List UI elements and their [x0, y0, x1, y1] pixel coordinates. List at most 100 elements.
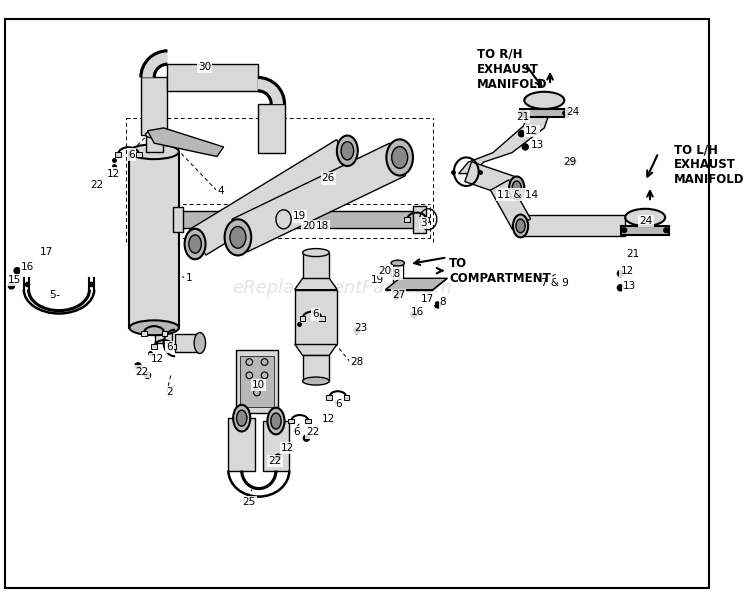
Ellipse shape [341, 141, 353, 160]
Ellipse shape [230, 226, 246, 248]
Bar [300, 316, 305, 320]
Circle shape [354, 328, 360, 334]
Ellipse shape [236, 410, 247, 426]
Text: 24: 24 [566, 107, 580, 117]
Bar [288, 419, 294, 424]
Bar [319, 316, 325, 320]
Text: eReplacementParts.com: eReplacementParts.com [232, 279, 452, 297]
Wedge shape [258, 78, 284, 104]
Text: 6: 6 [128, 149, 135, 160]
Bar [302, 253, 329, 278]
Ellipse shape [130, 320, 179, 335]
Text: 5: 5 [50, 290, 56, 300]
Text: TO L/H
EXHAUST
MANIFOLD: TO L/H EXHAUST MANIFOLD [674, 143, 744, 186]
Text: 30: 30 [198, 62, 211, 72]
Bar [424, 217, 429, 222]
Text: 13: 13 [531, 140, 544, 150]
Bar [170, 344, 176, 349]
Text: 6: 6 [312, 310, 319, 319]
Bar [116, 152, 121, 157]
Text: 21: 21 [516, 112, 529, 121]
Bar [162, 331, 167, 336]
Text: 26: 26 [322, 174, 335, 183]
Text: 27: 27 [392, 290, 405, 300]
Text: 8: 8 [440, 297, 446, 307]
Bar [141, 78, 167, 135]
Ellipse shape [509, 177, 524, 199]
Polygon shape [232, 143, 406, 252]
Text: 6: 6 [293, 427, 300, 438]
Text: TO
COMPARTMENT: TO COMPARTMENT [449, 257, 551, 285]
Text: TO R/H
EXHAUST
MANIFOLD: TO R/H EXHAUST MANIFOLD [477, 48, 548, 91]
Text: 4: 4 [217, 186, 223, 195]
Ellipse shape [184, 229, 206, 259]
Ellipse shape [194, 333, 206, 353]
Circle shape [8, 283, 14, 289]
Ellipse shape [302, 377, 329, 385]
Bar [179, 211, 417, 228]
Circle shape [570, 159, 576, 165]
Bar [167, 64, 258, 91]
Bar [621, 226, 669, 234]
Text: 12: 12 [620, 266, 634, 276]
Text: 12: 12 [525, 126, 538, 136]
Bar [404, 217, 410, 222]
Ellipse shape [233, 405, 250, 432]
Text: 7 & 9: 7 & 9 [541, 278, 568, 288]
Text: 19: 19 [371, 275, 385, 285]
Bar [130, 152, 179, 328]
Ellipse shape [146, 131, 163, 138]
Circle shape [622, 228, 627, 232]
Ellipse shape [524, 92, 564, 109]
Polygon shape [459, 117, 548, 174]
Ellipse shape [302, 249, 329, 257]
Text: 12: 12 [322, 414, 335, 424]
Text: 29: 29 [563, 157, 577, 167]
Ellipse shape [512, 181, 521, 195]
Text: 20: 20 [379, 266, 392, 276]
Text: 10: 10 [252, 380, 266, 390]
Polygon shape [295, 278, 338, 290]
Bar [136, 152, 142, 157]
Text: 3: 3 [421, 218, 428, 228]
Bar [344, 395, 350, 399]
Circle shape [563, 111, 568, 115]
Circle shape [617, 285, 623, 291]
Circle shape [522, 144, 528, 150]
Bar [155, 328, 172, 343]
Circle shape [521, 111, 526, 115]
Polygon shape [190, 140, 352, 255]
Text: 17: 17 [421, 294, 434, 304]
Text: 17: 17 [40, 246, 53, 257]
Text: 22: 22 [135, 367, 148, 376]
Text: 16: 16 [21, 262, 34, 272]
Ellipse shape [337, 135, 358, 166]
Circle shape [518, 131, 524, 137]
Wedge shape [141, 51, 167, 78]
Ellipse shape [130, 144, 179, 159]
Bar [175, 334, 200, 351]
Bar [173, 207, 183, 232]
Circle shape [14, 268, 20, 274]
Bar [520, 109, 568, 118]
Bar [305, 419, 311, 424]
Text: 1: 1 [185, 273, 192, 283]
Text: 22: 22 [268, 456, 281, 466]
Text: 25: 25 [243, 497, 256, 507]
Bar [521, 215, 626, 236]
Text: 22: 22 [307, 427, 320, 438]
Polygon shape [386, 278, 447, 290]
Ellipse shape [189, 235, 201, 253]
Text: 21: 21 [626, 249, 640, 259]
Ellipse shape [224, 219, 251, 256]
Text: 22: 22 [91, 180, 104, 190]
Ellipse shape [268, 408, 284, 435]
Bar [146, 135, 163, 152]
Bar [262, 421, 290, 470]
Text: 19: 19 [293, 211, 306, 222]
Bar [295, 290, 338, 344]
Polygon shape [490, 180, 530, 229]
Circle shape [304, 435, 310, 441]
Text: 15: 15 [8, 275, 21, 285]
Circle shape [664, 228, 668, 232]
